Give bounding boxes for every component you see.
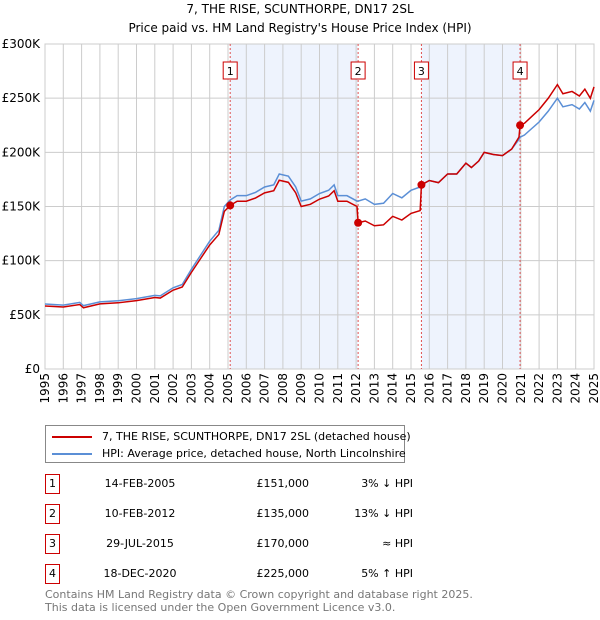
legend-item-hpi: HPI: Average price, detached house, Nort…	[52, 447, 406, 460]
x-tick-label: 2001	[148, 373, 162, 404]
x-tick-label: 2017	[441, 373, 455, 404]
x-tick-label: 1995	[38, 373, 52, 404]
sale-marker-box	[350, 61, 366, 80]
legend: 7, THE RISE, SCUNTHORPE, DN17 2SL (detac…	[45, 425, 411, 463]
sale-date: 29-JUL-2015	[106, 537, 174, 550]
sale-hpi-diff: 5% ↑ HPI	[361, 567, 413, 580]
sale-marker-box	[413, 61, 429, 80]
sale-row: 3 29-JUL-2015 £170,000 ≈ HPI	[45, 534, 413, 554]
sale-price: £135,000	[256, 507, 310, 520]
footer: Contains HM Land Registry data © Crown c…	[45, 588, 473, 614]
y-tick-label: £150K	[2, 200, 42, 214]
hpi-line	[44, 96, 595, 307]
legend-label-price: 7, THE RISE, SCUNTHORPE, DN17 2SL (detac…	[102, 430, 411, 443]
x-tick-label: 2008	[276, 373, 290, 404]
y-tick-label: £50K	[9, 308, 41, 322]
y-tick-label: £200K	[2, 145, 42, 159]
x-tick-label: 2019	[477, 373, 491, 404]
x-tick-label: 2025	[587, 373, 600, 404]
sale-price: £170,000	[256, 537, 310, 550]
x-tick-label: 2009	[294, 373, 308, 404]
x-tick-label: 2016	[422, 373, 436, 404]
plot-frame	[44, 43, 595, 370]
sale-point	[516, 121, 525, 130]
y-tick-label: £300K	[2, 37, 42, 51]
sale-date: 18-DEC-2020	[103, 567, 177, 580]
sale-row: 4 18-DEC-2020 £225,000 5% ↑ HPI	[45, 564, 413, 584]
sale-hpi-diff: 3% ↓ HPI	[361, 477, 413, 490]
sale-date: 14-FEB-2005	[104, 477, 176, 490]
x-tick-label: 2000	[130, 373, 144, 404]
sale-marker-label: 4	[517, 65, 524, 78]
sale-point	[354, 218, 363, 227]
x-tick-label: 1996	[56, 373, 70, 404]
x-tick-label: 2011	[331, 373, 345, 404]
y-tick-label: £0	[25, 362, 40, 376]
sale-marker-box	[512, 61, 528, 80]
x-tick-label: 2007	[258, 373, 272, 404]
x-tick-label: 2004	[203, 373, 217, 404]
x-tick-label: 1997	[75, 373, 89, 404]
sale-marker-label: 2	[355, 65, 362, 78]
sale-point	[226, 201, 235, 210]
sale-row: 2 10-FEB-2012 £135,000 13% ↓ HPI	[45, 504, 413, 524]
x-tick-label: 2024	[569, 373, 583, 404]
sale-marker-box	[222, 61, 238, 80]
y-tick-label: £100K	[2, 254, 42, 268]
x-tick-label: 2002	[166, 373, 180, 404]
x-tick-label: 1999	[111, 373, 125, 404]
sale-point	[417, 180, 426, 189]
y-tick-label: £250K	[2, 91, 42, 105]
x-tick-label: 2015	[404, 373, 418, 404]
legend-swatch-hpi	[52, 452, 92, 455]
x-tick-label: 2023	[550, 373, 564, 404]
sale-marker-label: 3	[418, 65, 425, 78]
sale-marker-label: 1	[227, 65, 234, 78]
footer-line-2: This data is licensed under the Open Gov…	[45, 601, 396, 614]
x-tick-label: 2014	[386, 373, 400, 404]
sale-price: £225,000	[256, 567, 310, 580]
x-tick-label: 2018	[459, 373, 473, 404]
sale-hpi-diff: ≈ HPI	[382, 537, 413, 550]
x-tick-label: 2022	[532, 373, 546, 404]
sale-hpi-diff: 13% ↓ HPI	[354, 507, 413, 520]
sale-number: 1	[45, 474, 60, 494]
legend-swatch-price	[52, 435, 92, 438]
price-chart: 7, THE RISE, SCUNTHORPE, DN17 2SL Price …	[2, 2, 600, 404]
x-tick-label: 2012	[349, 373, 363, 404]
x-tick-label: 2003	[184, 373, 198, 404]
chart-title: 7, THE RISE, SCUNTHORPE, DN17 2SL	[186, 2, 414, 16]
x-tick-label: 1998	[93, 373, 107, 404]
sale-number: 4	[45, 564, 60, 584]
footer-line-1: Contains HM Land Registry data © Crown c…	[45, 588, 473, 601]
x-tick-label: 2010	[313, 373, 327, 404]
chart-subtitle: Price paid vs. HM Land Registry's House …	[128, 21, 471, 35]
x-tick-label: 2021	[514, 373, 528, 404]
legend-label-hpi: HPI: Average price, detached house, Nort…	[102, 447, 406, 460]
x-tick-label: 2013	[367, 373, 381, 404]
legend-item-price: 7, THE RISE, SCUNTHORPE, DN17 2SL (detac…	[52, 430, 411, 443]
x-tick-label: 2020	[496, 373, 510, 404]
sale-date: 10-FEB-2012	[104, 507, 176, 520]
sale-number: 3	[45, 534, 60, 554]
x-tick-label: 2005	[221, 373, 235, 404]
sale-price: £151,000	[256, 477, 310, 490]
sale-row: 1 14-FEB-2005 £151,000 3% ↓ HPI	[45, 474, 413, 494]
sale-number: 2	[45, 504, 60, 524]
x-tick-label: 2006	[239, 373, 253, 404]
